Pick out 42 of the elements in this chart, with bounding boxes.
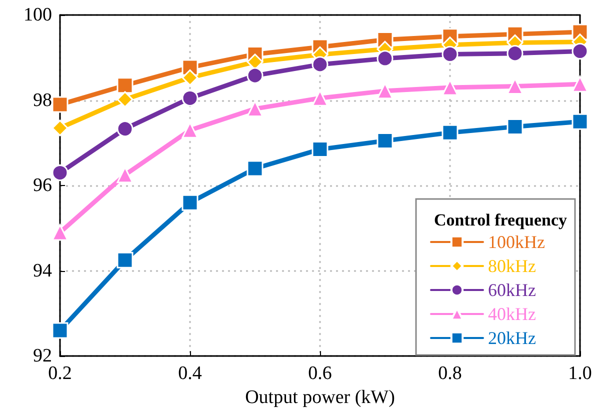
point — [506, 118, 524, 135]
point — [506, 45, 524, 62]
point — [246, 160, 264, 177]
point — [116, 91, 134, 108]
x-tick-label: 0.4 — [178, 363, 202, 384]
point — [116, 252, 134, 268]
point — [246, 67, 264, 84]
legend-label: 60kHz — [488, 280, 536, 300]
legend-title: Control frequency — [434, 210, 568, 230]
x-tick-label: 0.6 — [308, 363, 332, 384]
x-tick-label: 1.0 — [568, 363, 592, 384]
point — [52, 224, 68, 241]
point — [52, 120, 68, 136]
point — [572, 76, 588, 92]
point — [312, 141, 328, 158]
point — [376, 50, 394, 67]
legend-label: 100kHz — [488, 232, 546, 252]
point — [442, 124, 458, 141]
x-axis-title: Output power (kW) — [245, 387, 395, 408]
legend-label: 20kHz — [488, 328, 536, 348]
point — [116, 120, 134, 138]
point — [116, 77, 134, 94]
point — [52, 164, 68, 182]
y-tick-label: 94 — [33, 260, 52, 282]
legend-label: 80kHz — [488, 256, 536, 276]
y-tick-label: 98 — [33, 90, 52, 111]
point — [312, 56, 328, 73]
y-tick-label: 96 — [33, 175, 52, 196]
y-tick-label: 100 — [24, 4, 52, 26]
point — [442, 79, 458, 96]
point — [52, 322, 68, 339]
point — [442, 46, 458, 62]
point — [376, 132, 394, 150]
point — [182, 90, 198, 106]
point — [182, 194, 198, 211]
point — [182, 122, 198, 138]
point — [52, 96, 68, 113]
point — [572, 113, 588, 130]
point — [572, 42, 588, 60]
x-tick-label: 0.8 — [438, 363, 462, 384]
point — [182, 69, 198, 86]
legend-label: 40kHz — [488, 304, 536, 324]
